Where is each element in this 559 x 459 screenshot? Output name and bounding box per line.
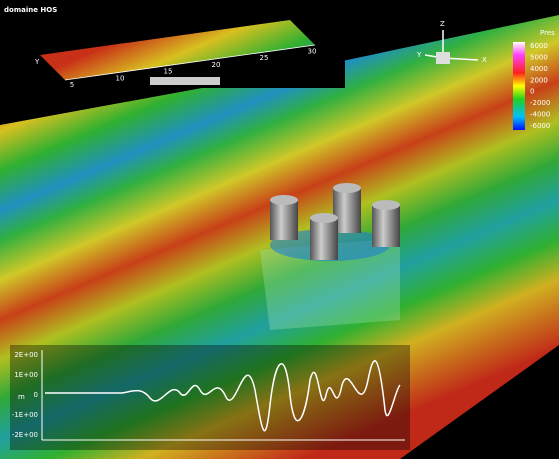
signal-tick-label: -1E+00: [12, 411, 38, 419]
signal-tick-label: -2E+00: [12, 431, 38, 439]
cylinder: [310, 218, 338, 260]
inset-tick-label: 20: [212, 61, 221, 69]
legend-label: 0: [530, 88, 534, 96]
cylinder-top: [270, 195, 298, 205]
legend-label: 4000: [530, 65, 548, 73]
signal-y-label: m: [18, 393, 25, 401]
signal-tick-label: 0: [34, 391, 38, 399]
inset-caption-box: [150, 77, 220, 85]
cylinder-top: [372, 200, 400, 210]
triad-box: [436, 52, 450, 64]
signal-tick-label: 2E+00: [14, 351, 38, 359]
inset-y-label: Y: [34, 58, 40, 66]
triad-x: X: [482, 56, 487, 64]
legend-label: -4000: [530, 111, 550, 119]
visualization: domaine HOS Y 5 10 15 20 25 30 Z Y X Pres 600…: [0, 0, 559, 459]
signal-panel: [10, 345, 410, 450]
color-bar: [513, 42, 525, 130]
legend-label: 2000: [530, 76, 548, 84]
signal-tick-label: 1E+00: [14, 371, 38, 379]
legend-label: 5000: [530, 53, 548, 61]
inset-title: domaine HOS: [4, 6, 57, 14]
cylinder-top: [333, 183, 361, 193]
legend-label: -2000: [530, 99, 550, 107]
legend-label: -6000: [530, 122, 550, 130]
cylinder-top: [310, 213, 338, 223]
inset-tick-label: 25: [260, 54, 269, 62]
inset-tick-label: 10: [116, 74, 125, 82]
triad-z: Z: [440, 20, 445, 28]
cylinder: [270, 200, 298, 240]
inset-tick-label: 5: [70, 81, 74, 89]
legend-title: Pres: [540, 29, 555, 37]
inset-tick-label: 15: [164, 68, 173, 76]
triad-y: Y: [416, 51, 422, 59]
cylinder: [372, 205, 400, 247]
inset-tick-label: 30: [308, 48, 317, 56]
legend-label: 6000: [530, 42, 548, 50]
